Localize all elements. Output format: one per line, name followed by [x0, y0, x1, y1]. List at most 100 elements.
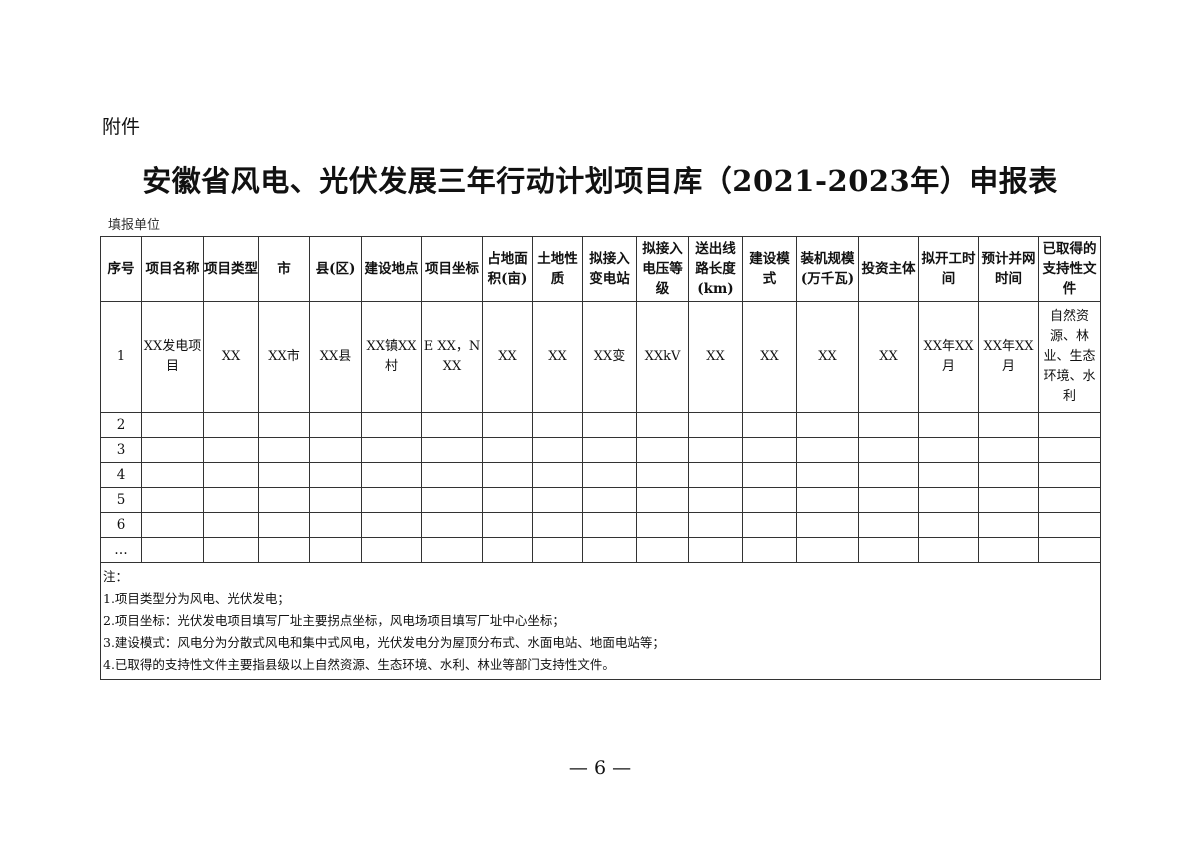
column-header: 已取得的支持性文件 — [1038, 236, 1101, 302]
table-cell: 3 — [100, 437, 142, 463]
table-cell: XX县 — [309, 301, 362, 413]
table-cell — [742, 487, 797, 513]
column-header: 项目类型 — [203, 236, 259, 302]
table-cell — [742, 437, 797, 463]
table-cell — [796, 512, 859, 538]
column-header: 装机规模(万千瓦) — [796, 236, 859, 302]
table-cell — [532, 412, 583, 438]
table-cell — [858, 462, 919, 488]
table-cell — [361, 412, 422, 438]
table-cell: XX年XX月 — [978, 301, 1039, 413]
table-cell — [361, 462, 422, 488]
notes-row: 注： 1.项目类型分为风电、光伏发电； 2.项目坐标：光伏发电项目填写厂址主要拐… — [100, 562, 1101, 680]
table-cell — [796, 487, 859, 513]
table-cell: XX — [858, 301, 919, 413]
table-cell — [141, 487, 204, 513]
table-cell — [688, 537, 743, 563]
note-item: 2.项目坐标：光伏发电项目填写厂址主要拐点坐标，风电场项目填写厂址中心坐标； — [103, 613, 565, 628]
table-cell: XX — [796, 301, 859, 413]
table-cell: 自然资源、林业、生态环境、水利 — [1038, 301, 1101, 413]
table-cell — [796, 537, 859, 563]
table-cell — [582, 412, 637, 438]
table-cell — [918, 512, 979, 538]
column-header: 拟接入变电站 — [582, 236, 637, 302]
column-header: 建设地点 — [361, 236, 422, 302]
table-cell — [742, 512, 797, 538]
table-cell — [203, 462, 259, 488]
table-cell — [203, 512, 259, 538]
table-cell — [1038, 537, 1101, 563]
table-cell — [858, 487, 919, 513]
table-cell: XX — [203, 301, 259, 413]
note-item: 1.项目类型分为风电、光伏发电； — [103, 591, 290, 606]
attachment-label: 附件 — [102, 116, 141, 138]
column-header: 建设模式 — [742, 236, 797, 302]
column-header: 土地性质 — [532, 236, 583, 302]
notes-heading: 注： — [103, 569, 129, 584]
table-cell — [582, 462, 637, 488]
table-cell — [361, 512, 422, 538]
table-cell — [482, 487, 533, 513]
table-cell — [742, 412, 797, 438]
column-header: 拟接入电压等级 — [636, 236, 689, 302]
table-cell — [688, 462, 743, 488]
table-cell — [421, 512, 483, 538]
column-header: 预计并网时间 — [978, 236, 1039, 302]
table-cell — [421, 537, 483, 563]
table-cell — [978, 487, 1039, 513]
table-cell — [858, 537, 919, 563]
table-cell — [532, 537, 583, 563]
table-cell — [978, 462, 1039, 488]
table-cell — [636, 437, 689, 463]
table-cell — [203, 412, 259, 438]
table-cell: XX发电项目 — [141, 301, 204, 413]
table-cell — [918, 437, 979, 463]
table-cell — [582, 487, 637, 513]
table-cell — [918, 487, 979, 513]
table-row: 6 — [100, 512, 1101, 538]
table-row: 5 — [100, 487, 1101, 513]
table-cell: XX — [688, 301, 743, 413]
column-header: 占地面积(亩) — [482, 236, 533, 302]
table-cell — [141, 437, 204, 463]
document-title: 安徽省风电、光伏发展三年行动计划项目库（2021-2023年）申报表 — [142, 164, 1058, 198]
table-cell — [688, 512, 743, 538]
table-cell — [141, 412, 204, 438]
table-cell: 1 — [100, 301, 142, 413]
table-cell — [532, 512, 583, 538]
table-cell — [978, 537, 1039, 563]
table-cell: XX — [742, 301, 797, 413]
table-cell — [482, 512, 533, 538]
table-row: 4 — [100, 462, 1101, 488]
column-header: 市 — [258, 236, 310, 302]
table-cell: XX — [532, 301, 583, 413]
table-cell — [742, 537, 797, 563]
table-cell — [421, 487, 483, 513]
table-cell — [309, 437, 362, 463]
table-cell — [796, 437, 859, 463]
table-row: 1 XX发电项目 XX XX市 XX县 XX镇XX村 E XX，N XX XX XX XX变 XXk… — [100, 301, 1101, 413]
table-cell: XX — [482, 301, 533, 413]
table-cell: XX市 — [258, 301, 310, 413]
table-cell — [636, 412, 689, 438]
table-cell — [918, 412, 979, 438]
table-cell — [858, 437, 919, 463]
filing-unit-label: 填报单位 — [108, 218, 161, 233]
table-cell — [636, 512, 689, 538]
table-cell: 4 — [100, 462, 142, 488]
note-item: 3.建设模式：风电分为分散式风电和集中式风电，光伏发电分为屋顶分布式、水面电站、… — [103, 635, 665, 650]
table-cell: XX变 — [582, 301, 637, 413]
table-cell — [258, 437, 310, 463]
table-cell — [141, 512, 204, 538]
table-cell — [978, 412, 1039, 438]
table-row: 2 — [100, 412, 1101, 438]
table-cell: 2 — [100, 412, 142, 438]
column-header: 投资主体 — [858, 236, 919, 302]
table-cell — [688, 437, 743, 463]
table-cell: XXkV — [636, 301, 689, 413]
table-row: 3 — [100, 437, 1101, 463]
table-cell — [796, 412, 859, 438]
table-cell — [258, 462, 310, 488]
table-cell — [918, 462, 979, 488]
table-cell — [482, 437, 533, 463]
